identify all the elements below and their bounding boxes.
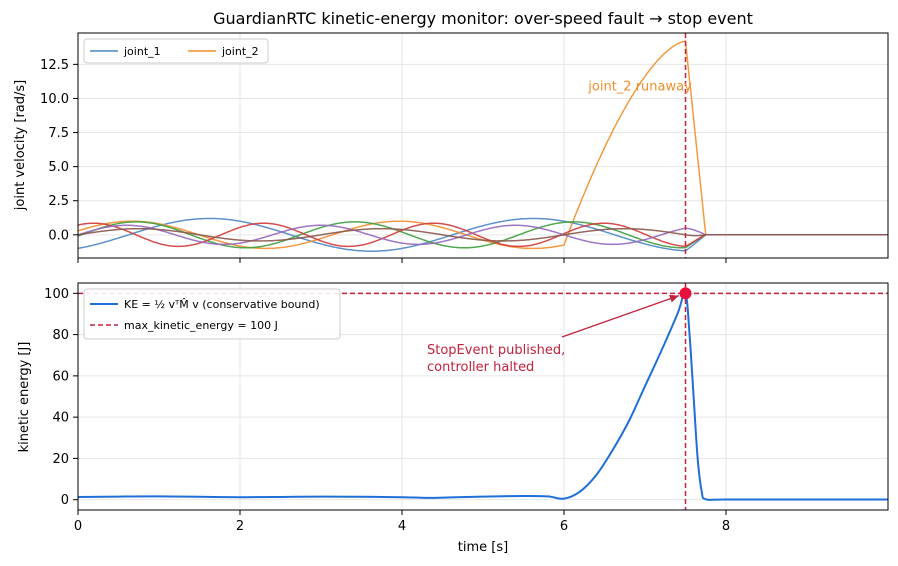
stop-event-point: [679, 287, 692, 300]
energy-axes-frame: [77, 282, 889, 511]
energy-ytick-label: 20: [52, 452, 69, 467]
energy-ytick-label: 80: [52, 328, 69, 343]
velocity-axes: 0.0 2.5 5.0 7.5 10.0 12.5 joint velocity [rad…: [13, 32, 889, 263]
ke-line: [77, 291, 888, 501]
stop-event-text-line-2: controller halted: [427, 360, 534, 375]
energy-ytick-label: 100: [44, 287, 69, 302]
velocity-ytick-label: 10.0: [40, 92, 69, 107]
stop-event-text-line-1: StopEvent published,: [427, 343, 565, 358]
energy-legend: KE = ½ vᵀM̂ v (conservative bound) max_k…: [83, 288, 341, 340]
chart-title: GuardianRTC kinetic-energy monitor: over…: [213, 9, 753, 28]
energy-ylabel: kinetic energy [J]: [17, 342, 32, 453]
velocity-ytick-label: 5.0: [48, 160, 69, 175]
stop-event-annotation: StopEvent published, controller halted: [427, 294, 680, 375]
time-xlabel: time [s]: [458, 540, 508, 555]
velocity-axes-frame: [77, 32, 889, 259]
velocity-ytick-label: 0.0: [48, 228, 69, 243]
stop-event-arrow: [561, 295, 680, 338]
energy-ytick-label: 60: [52, 369, 69, 384]
velocity-series: [77, 40, 888, 252]
velocity-ytick-label: 2.5: [48, 194, 69, 209]
energy-series: [77, 291, 888, 501]
energy-xtick-label: 8: [722, 519, 730, 534]
stop-event-arrowhead: [669, 294, 679, 303]
velocity-line-6: [77, 227, 888, 242]
velocity-ylabel: joint velocity [rad/s]: [13, 80, 28, 211]
legend-label-joint-1: joint_1: [123, 45, 161, 58]
velocity-line-2: [77, 40, 888, 250]
velocity-legend: joint_1 joint_2: [83, 38, 269, 64]
legend-label-ke: KE = ½ vᵀM̂ v (conservative bound): [124, 298, 320, 311]
energy-xtick-label: 4: [398, 519, 406, 534]
energy-xtick-label: 0: [74, 519, 82, 534]
legend-label-max-ke: max_kinetic_energy = 100 J: [124, 319, 278, 332]
runaway-annotation: joint_2 runaway: [587, 79, 692, 94]
velocity-ytick-label: 12.5: [40, 58, 69, 73]
velocity-ytick-label: 7.5: [48, 126, 69, 141]
energy-ytick-label: 40: [52, 411, 69, 426]
energy-xtick-label: 6: [560, 519, 568, 534]
energy-ytick-label: 0: [61, 493, 69, 508]
velocity-grid: [77, 33, 888, 258]
legend-label-joint-2: joint_2: [221, 45, 259, 58]
velocity-ticks: 0.0 2.5 5.0 7.5 10.0 12.5: [40, 58, 727, 263]
energy-xtick-label: 2: [236, 519, 244, 534]
energy-legend-box: [83, 288, 341, 340]
velocity-legend-box: [83, 38, 269, 64]
